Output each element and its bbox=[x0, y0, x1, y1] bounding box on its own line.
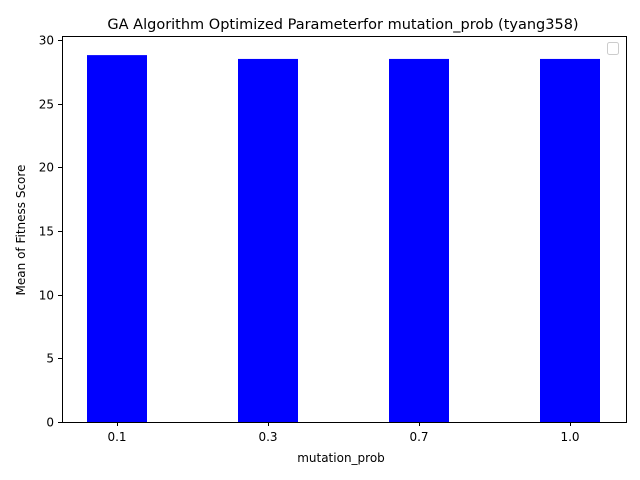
plot-area bbox=[87, 55, 600, 422]
x-tick-label: 1.0 bbox=[560, 430, 579, 444]
axes-frame bbox=[62, 36, 627, 423]
x-tick-label: 0.3 bbox=[258, 430, 277, 444]
bar-0.7 bbox=[389, 58, 449, 422]
x-axis-label: mutation_prob bbox=[297, 451, 385, 465]
bar-0.1 bbox=[87, 55, 147, 422]
x-tick-label: 0.1 bbox=[107, 430, 126, 444]
bar-0.3 bbox=[238, 58, 298, 422]
y-tick-label: 0 bbox=[46, 416, 54, 430]
bar-1.0 bbox=[540, 58, 600, 422]
y-tick-label: 25 bbox=[39, 98, 54, 112]
y-tick-label: 5 bbox=[46, 352, 54, 366]
legend-box bbox=[607, 42, 619, 55]
y-tick-label: 30 bbox=[39, 34, 54, 48]
x-axis: 0.1 0.3 0.7 1.0 bbox=[107, 422, 580, 444]
y-tick-label: 10 bbox=[39, 289, 54, 303]
y-tick-label: 20 bbox=[39, 161, 54, 175]
x-tick-label: 0.7 bbox=[409, 430, 428, 444]
y-tick-label: 15 bbox=[39, 225, 54, 239]
y-axis-label: Mean of Fitness Score bbox=[14, 165, 28, 296]
chart-title: GA Algorithm Optimized Parameterfor muta… bbox=[107, 17, 578, 33]
y-axis: 0 5 10 15 20 25 30 bbox=[39, 34, 62, 430]
